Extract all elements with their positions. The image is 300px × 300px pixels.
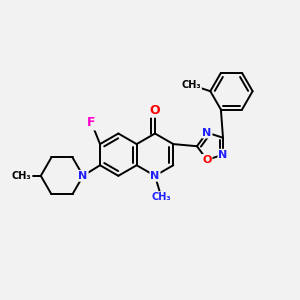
Text: CH₃: CH₃ xyxy=(182,80,201,90)
Text: CH₃: CH₃ xyxy=(12,171,32,181)
Text: F: F xyxy=(87,116,96,129)
Text: N: N xyxy=(218,150,228,160)
Text: CH₃: CH₃ xyxy=(152,192,171,202)
Text: O: O xyxy=(150,104,160,117)
Text: N: N xyxy=(150,171,160,181)
Text: N: N xyxy=(79,171,88,181)
Text: O: O xyxy=(202,155,212,165)
Text: N: N xyxy=(202,128,212,137)
